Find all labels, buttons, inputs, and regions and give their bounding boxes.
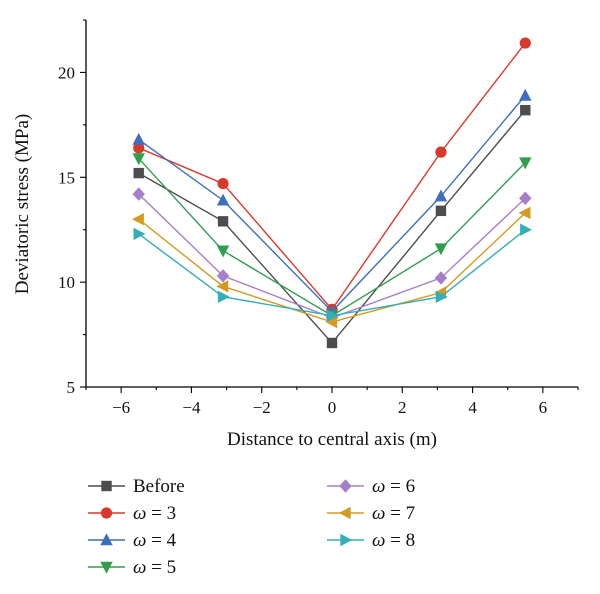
legend-label: ω = 7 bbox=[372, 503, 415, 524]
legend: Before ω = 3 ω = 4 ω = 5 ω = 6 ω = 7 ω = 8 bbox=[88, 476, 415, 578]
marker-diamond bbox=[339, 479, 352, 493]
series-6 bbox=[133, 223, 532, 322]
y-tick-label: 20 bbox=[58, 63, 75, 82]
series-line bbox=[138, 229, 526, 317]
series-0 bbox=[133, 104, 531, 349]
y-tick-label: 15 bbox=[58, 168, 75, 187]
legend-label: ω = 4 bbox=[133, 530, 177, 551]
marker-triangle-down bbox=[519, 157, 532, 170]
legend-label: ω = 3 bbox=[133, 503, 176, 524]
marker-triangle-left bbox=[216, 280, 229, 293]
x-axis-title: Distance to central axis (m) bbox=[227, 429, 437, 450]
series-layer bbox=[132, 37, 532, 349]
y-ticks: 5 10 15 20 bbox=[58, 19, 86, 397]
x-tick-label: 0 bbox=[328, 398, 337, 417]
x-tick-label: −4 bbox=[182, 398, 201, 417]
legend-label: ω = 8 bbox=[372, 530, 415, 551]
x-tick-label: 2 bbox=[398, 398, 407, 417]
marker-triangle-down bbox=[100, 561, 113, 574]
legend-item: ω = 5 bbox=[88, 557, 176, 578]
legend-item: ω = 8 bbox=[327, 530, 415, 551]
legend-item: ω = 7 bbox=[327, 503, 415, 524]
marker-triangle-left bbox=[338, 506, 351, 520]
marker-triangle-right bbox=[133, 227, 146, 241]
marker-triangle-up bbox=[434, 189, 448, 202]
x-tick-label: 6 bbox=[539, 398, 548, 417]
legend-label: ω = 5 bbox=[133, 557, 176, 578]
marker-diamond bbox=[132, 187, 145, 201]
marker-diamond bbox=[434, 271, 448, 285]
marker-circle bbox=[217, 177, 229, 190]
marker-triangle-down bbox=[216, 245, 230, 258]
marker-square bbox=[101, 480, 112, 492]
legend-label: Before bbox=[133, 476, 185, 497]
marker-triangle-right bbox=[326, 309, 339, 322]
marker-diamond bbox=[216, 269, 230, 283]
marker-triangle-down bbox=[132, 153, 145, 166]
marker-circle bbox=[100, 507, 113, 519]
marker-triangle-right bbox=[340, 533, 353, 547]
marker-circle bbox=[519, 37, 531, 49]
marker-triangle-up bbox=[519, 88, 532, 101]
marker-triangle-left bbox=[132, 213, 144, 226]
y-tick-label: 5 bbox=[67, 378, 76, 397]
marker-triangle-left bbox=[518, 206, 531, 220]
y-axis-title: Deviatoric stress (MPa) bbox=[12, 114, 33, 294]
marker-triangle-up bbox=[216, 193, 230, 206]
x-tick-label: −2 bbox=[253, 398, 271, 417]
legend-item: ω = 4 bbox=[88, 530, 177, 551]
marker-triangle-up bbox=[132, 132, 145, 145]
marker-triangle-left bbox=[325, 315, 338, 329]
legend-item: ω = 6 bbox=[327, 476, 415, 497]
axes bbox=[85, 20, 578, 388]
legend-item: Before bbox=[88, 476, 185, 497]
x-tick-label: 4 bbox=[468, 398, 477, 417]
x-tick-label: −6 bbox=[112, 398, 130, 417]
marker-triangle-right bbox=[217, 290, 230, 304]
series-line bbox=[138, 42, 526, 311]
legend-label: ω = 6 bbox=[372, 476, 415, 497]
marker-diamond bbox=[519, 191, 532, 205]
series-line bbox=[138, 95, 526, 313]
x-ticks: −6 −4 −2 0 2 4 6 bbox=[85, 387, 579, 417]
marker-square bbox=[435, 205, 447, 217]
marker-triangle-right bbox=[435, 290, 448, 304]
marker-square bbox=[520, 104, 531, 116]
y-tick-label: 10 bbox=[58, 273, 75, 292]
marker-square bbox=[217, 216, 229, 227]
series-5 bbox=[132, 206, 531, 329]
marker-circle bbox=[435, 146, 447, 158]
marker-square bbox=[133, 167, 144, 179]
marker-circle bbox=[133, 142, 145, 154]
marker-triangle-down bbox=[434, 243, 448, 256]
marker-triangle-up bbox=[100, 533, 113, 546]
series-line bbox=[138, 193, 526, 319]
marker-square bbox=[326, 337, 338, 349]
series-2 bbox=[132, 88, 532, 317]
marker-triangle-right bbox=[520, 223, 532, 236]
legend-item: ω = 3 bbox=[88, 503, 176, 524]
